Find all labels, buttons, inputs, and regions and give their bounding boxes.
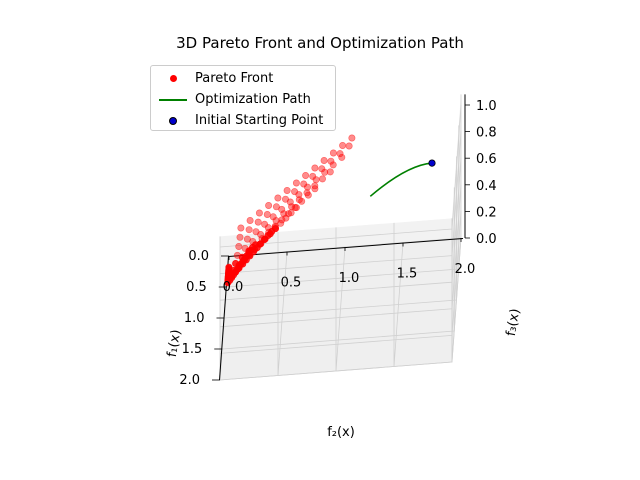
grid-line-f3: [219, 158, 462, 301]
axis-labels: f₂(x) f₁(x) f₃(x): [165, 307, 524, 440]
legend-marker-start: [169, 116, 177, 125]
pareto-point: [348, 134, 356, 142]
pareto-point: [303, 183, 311, 191]
tick-label-f3: 0.0: [476, 232, 497, 247]
pareto-point: [298, 197, 306, 205]
optimization-path: [369, 159, 436, 197]
pareto-point: [312, 176, 320, 184]
legend: Pareto Front Optimization Path Initial S…: [150, 65, 336, 131]
tick-label-f2: 1.0: [339, 271, 360, 286]
pareto-point: [302, 172, 310, 180]
pareto-point: [277, 219, 285, 227]
grid-line-f3: [219, 184, 462, 328]
tick-label-f2: 0.0: [223, 280, 244, 295]
pareto-point: [339, 142, 347, 150]
pareto-point: [245, 226, 253, 234]
pareto-point: [265, 202, 273, 210]
legend-label-path: Optimization Path: [195, 92, 311, 107]
legend-item-path: Optimization Path: [151, 89, 335, 110]
pareto-point: [271, 223, 279, 231]
tick-label-f2: 0.5: [281, 276, 302, 291]
pareto-point: [336, 150, 344, 158]
pareto-point: [255, 209, 263, 217]
tick-label-f2: 1.5: [397, 267, 418, 282]
pareto-point: [283, 187, 291, 195]
pareto-point: [320, 157, 328, 165]
pareto-point: [326, 168, 334, 176]
tick-label-f3: 0.6: [476, 152, 497, 167]
grid-line-f3: [219, 104, 462, 248]
legend-item-pareto: Pareto Front: [151, 68, 335, 89]
pareto-point: [318, 175, 326, 183]
tick-label-f1: 2.0: [179, 373, 200, 388]
pareto-point: [329, 149, 337, 157]
pareto-point: [321, 168, 329, 176]
pareto-point: [278, 205, 286, 213]
tick-label-f3: 0.2: [476, 205, 497, 220]
tick-label-f3: 0.8: [476, 126, 497, 141]
pareto-point: [345, 142, 353, 150]
axis-label-f3: f₃(x): [504, 307, 524, 337]
pareto-point: [295, 191, 303, 199]
pareto-point: [287, 209, 295, 217]
axis-line-f2: [228, 238, 464, 257]
initial-starting-point: [428, 159, 436, 167]
pareto-point: [235, 243, 243, 251]
pareto-point: [237, 224, 245, 232]
legend-label-start: Initial Starting Point: [195, 113, 324, 128]
grid-line-f3: [219, 211, 462, 354]
pareto-point: [236, 233, 244, 241]
pareto-point: [249, 244, 257, 252]
tick-label-f2: 2.0: [455, 262, 476, 277]
grid-line-f3: [219, 237, 462, 381]
tick-label-f1: 1.5: [182, 342, 203, 357]
pareto-point: [225, 263, 233, 271]
chart-title: 3D Pareto Front and Optimization Path: [176, 34, 464, 52]
pareto-point: [327, 157, 335, 165]
legend-marker-path: [159, 98, 187, 101]
grid-lines: [219, 94, 462, 381]
pareto-point: [292, 204, 300, 212]
legend-marker-pareto: [169, 75, 177, 82]
tick-label-f3: 0.4: [476, 179, 497, 194]
pareto-point: [257, 231, 265, 239]
axis-label-f1: f₁(x): [165, 328, 185, 358]
pareto-point: [282, 214, 290, 222]
grid-line-f3: [219, 131, 462, 274]
legend-item-start: Initial Starting Point: [151, 110, 335, 131]
optimization-path-line: [369, 162, 433, 197]
pareto-point: [311, 185, 319, 193]
pareto-point: [274, 194, 282, 202]
pareto-point: [263, 211, 271, 219]
pareto-point: [329, 161, 337, 169]
pareto-point: [292, 179, 300, 187]
pareto-point: [311, 164, 319, 172]
tick-label-f1: 1.0: [184, 311, 205, 326]
pareto-point: [246, 217, 254, 225]
tick-label-f3: 1.0: [476, 99, 497, 114]
tick-label-f1: 0.0: [188, 249, 209, 264]
pareto-point: [254, 218, 262, 226]
tick-labels: 0.0 0.5 1.0 1.5 2.00.00.51.01.52.00.00.20.40…: [179, 99, 496, 388]
legend-label-pareto: Pareto Front: [195, 71, 274, 86]
tick-label-f1: 0.5: [186, 280, 207, 295]
axis-label-f2: f₂(x): [327, 425, 355, 440]
pareto-point: [338, 153, 346, 161]
pareto-point: [304, 191, 312, 199]
pareto-points: [224, 134, 356, 287]
